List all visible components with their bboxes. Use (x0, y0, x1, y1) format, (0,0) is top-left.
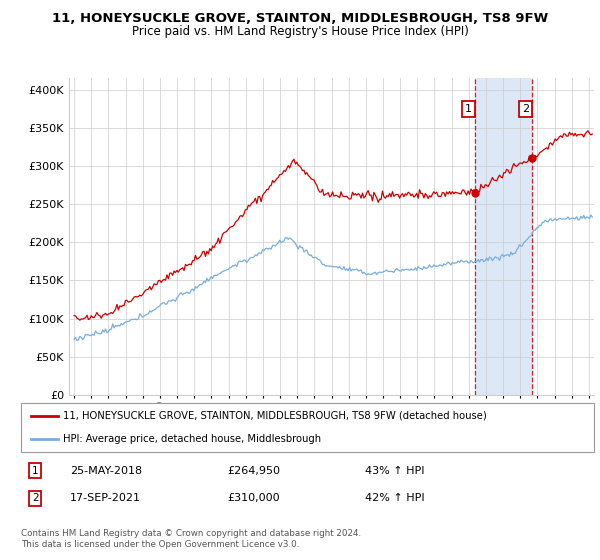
Bar (475, 78, 532, 395)
Text: £310,000: £310,000 (227, 493, 280, 503)
Text: HPI: Average price, detached house, Middlesbrough: HPI: Average price, detached house, Midd… (63, 433, 321, 444)
Text: 43% ↑ HPI: 43% ↑ HPI (365, 466, 424, 476)
Text: 11, HONEYSUCKLE GROVE, STAINTON, MIDDLESBROUGH, TS8 9FW (detached house): 11, HONEYSUCKLE GROVE, STAINTON, MIDDLES… (63, 411, 487, 421)
Text: £264,950: £264,950 (227, 466, 280, 476)
Text: 2: 2 (32, 493, 38, 503)
Text: 25-MAY-2018: 25-MAY-2018 (70, 466, 142, 476)
Text: Contains HM Land Registry data © Crown copyright and database right 2024.
This d: Contains HM Land Registry data © Crown c… (21, 529, 361, 549)
Text: 2: 2 (522, 104, 529, 114)
FancyBboxPatch shape (21, 403, 594, 452)
Text: 1: 1 (32, 466, 38, 476)
Text: 1: 1 (465, 104, 472, 114)
Text: Price paid vs. HM Land Registry's House Price Index (HPI): Price paid vs. HM Land Registry's House … (131, 25, 469, 38)
Text: 17-SEP-2021: 17-SEP-2021 (70, 493, 141, 503)
Text: 42% ↑ HPI: 42% ↑ HPI (365, 493, 424, 503)
Text: 11, HONEYSUCKLE GROVE, STAINTON, MIDDLESBROUGH, TS8 9FW: 11, HONEYSUCKLE GROVE, STAINTON, MIDDLES… (52, 12, 548, 25)
